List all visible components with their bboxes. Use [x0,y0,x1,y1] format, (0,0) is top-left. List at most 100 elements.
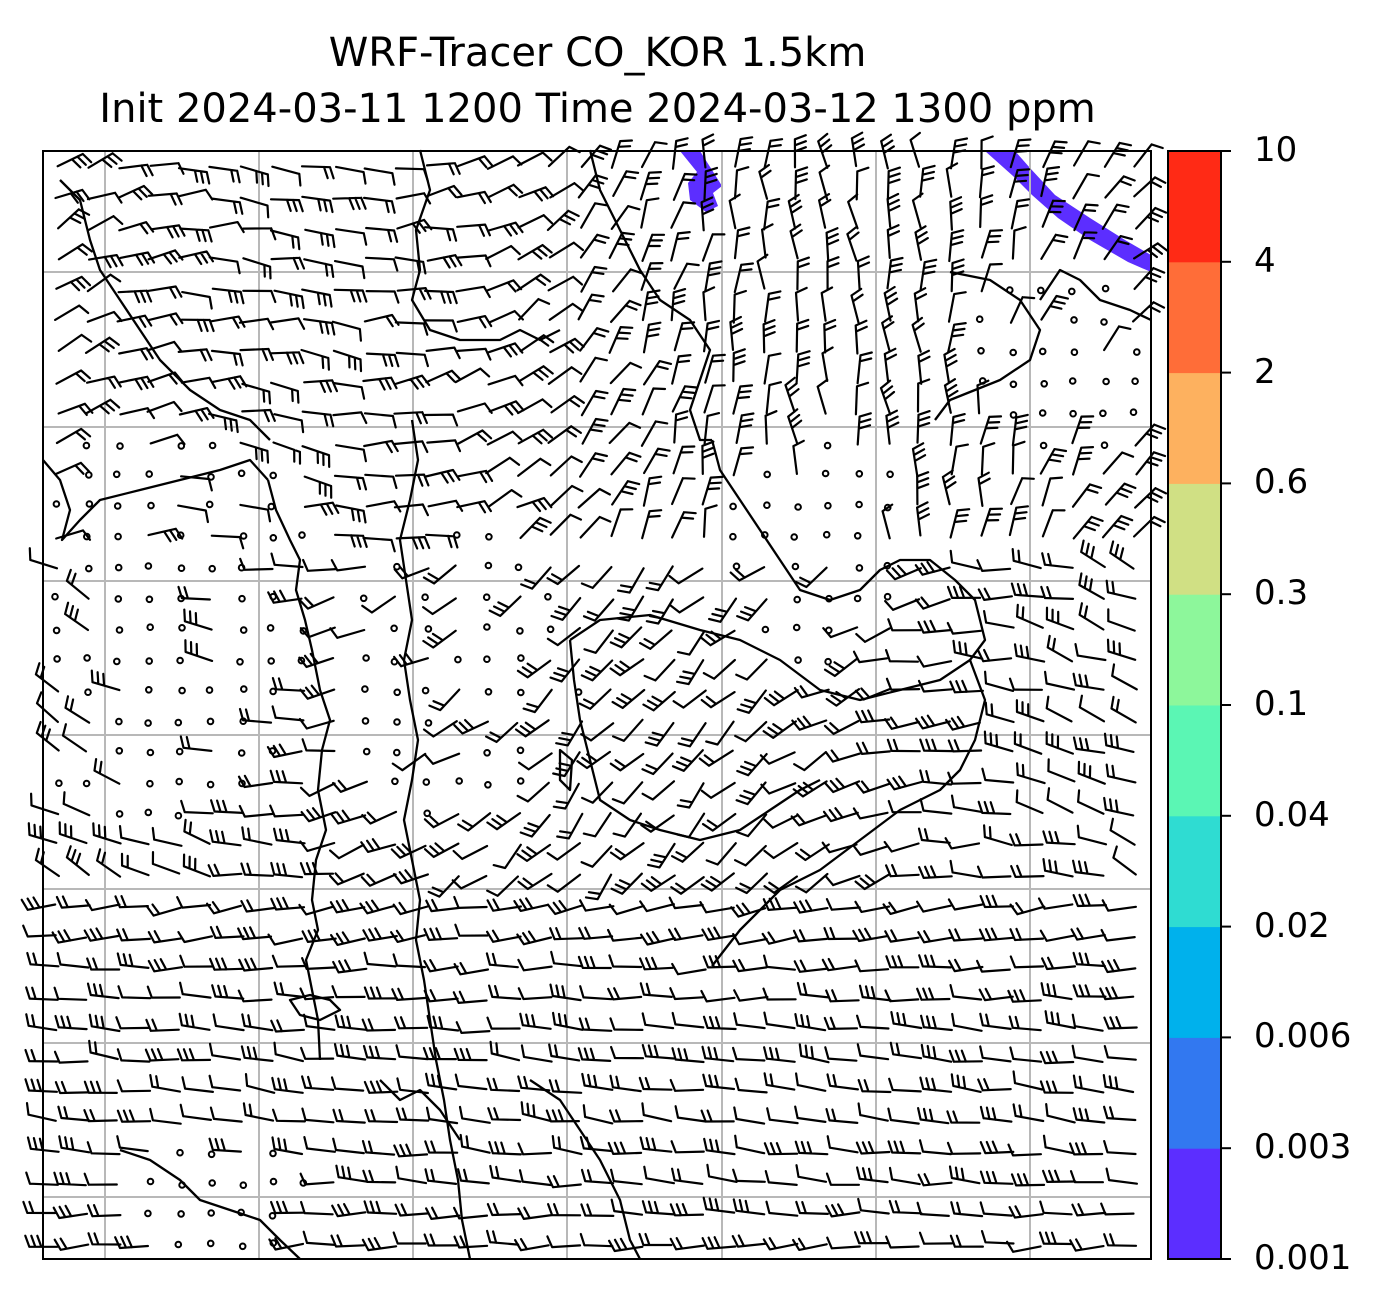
wind-barb [915,714,951,730]
wind-barb [1110,695,1137,724]
wind-barb [269,198,304,213]
wind-barb [332,779,368,793]
wind-barb [643,360,673,386]
wind-barb [454,1073,488,1091]
wind-barb [87,215,124,231]
wind-barb [759,751,796,765]
wind-barb [702,955,738,969]
wind-barb [1072,984,1107,998]
wind-barb [456,223,491,237]
calm-wind-marker [822,530,831,539]
wind-barb [303,1136,336,1153]
wind-barb [610,1198,644,1216]
wind-barb [51,929,88,944]
wind-barb [425,1106,459,1125]
wind-barb [422,629,457,649]
wind-barb [917,619,953,634]
wind-barb [486,1229,520,1246]
wind-barb [911,192,924,229]
wind-barb [519,516,552,540]
wind-barb [794,1140,829,1156]
wind-barb [1042,1169,1077,1183]
colorbar-segment [1168,926,1221,1038]
wind-barb [457,812,492,832]
wind-barb [211,984,245,1000]
wind-barb [239,441,270,464]
calm-wind-marker [85,500,94,508]
wind-barb [794,872,829,894]
calm-wind-marker [883,592,892,601]
calm-wind-marker [1006,286,1014,294]
wind-barb [856,255,871,291]
wind-barb [1010,198,1031,230]
wind-barb [669,1203,705,1217]
wind-barb [522,688,553,714]
wind-barb [732,289,747,324]
wind-barb [886,224,900,259]
wind-barb [946,1141,982,1155]
wind-barb [486,1016,521,1030]
wind-barb [395,192,432,205]
calm-wind-marker [83,654,91,662]
wind-barb [179,954,214,968]
wind-barb [794,1013,827,1032]
wind-barb [611,781,644,805]
wind-barb [239,196,270,219]
wind-barb [424,752,461,765]
wind-barb [520,566,552,590]
wind-barb [365,352,400,368]
coastline-segment [529,1079,642,1260]
wind-barb [671,354,692,385]
calm-wind-marker [299,627,308,635]
wind-barb [517,987,553,1001]
wind-barb [423,1233,458,1247]
wind-barb [978,987,1014,1002]
wind-barb [1072,951,1106,968]
wind-barb [425,1206,461,1220]
wind-barb [608,954,643,969]
wind-barb [885,955,920,969]
colorbar-tick-label: 0.006 [1254,1016,1352,1057]
calm-wind-marker [206,717,215,726]
wind-barb [88,254,124,269]
wind-barb [423,927,459,941]
wind-barb [949,859,982,879]
wind-barb [547,275,584,292]
wind-barb [425,898,461,913]
wind-barb [486,430,523,446]
colorbar-tick-label: 4 [1254,240,1276,281]
wind-barb [53,1237,90,1251]
calm-wind-marker [177,442,186,450]
wind-barb [548,1079,583,1094]
wind-barb [641,1102,673,1123]
title-line-2: Init 2024-03-11 1200 Time 2024-03-12 130… [99,86,1096,132]
wind-barb [947,898,984,911]
wind-barb [424,1140,459,1154]
wind-barb [580,1168,615,1185]
wind-barb [914,225,929,261]
wind-barb [361,1237,398,1252]
wind-barb [211,287,245,305]
wind-barb [332,959,368,974]
wind-barb [792,439,805,475]
wind-barb [1109,817,1136,846]
wind-barb [638,1076,673,1091]
wind-barb [331,320,362,342]
wind-barb [642,475,663,507]
calm-wind-marker [239,1181,248,1189]
wind-barb [1080,539,1106,569]
wind-barb [332,1108,366,1124]
calm-wind-marker [206,780,215,789]
wind-barb [147,312,184,326]
wind-barb [119,407,156,420]
calm-wind-marker [208,441,217,450]
calm-wind-marker [1009,348,1018,357]
wind-barb [732,1198,766,1216]
wind-barb [270,552,304,569]
wind-barb [736,689,767,714]
wind-barb [54,304,90,321]
wind-barb [53,986,88,1001]
wind-barb [760,782,797,795]
wind-barb [422,720,458,738]
wind-barb [948,1049,983,1063]
